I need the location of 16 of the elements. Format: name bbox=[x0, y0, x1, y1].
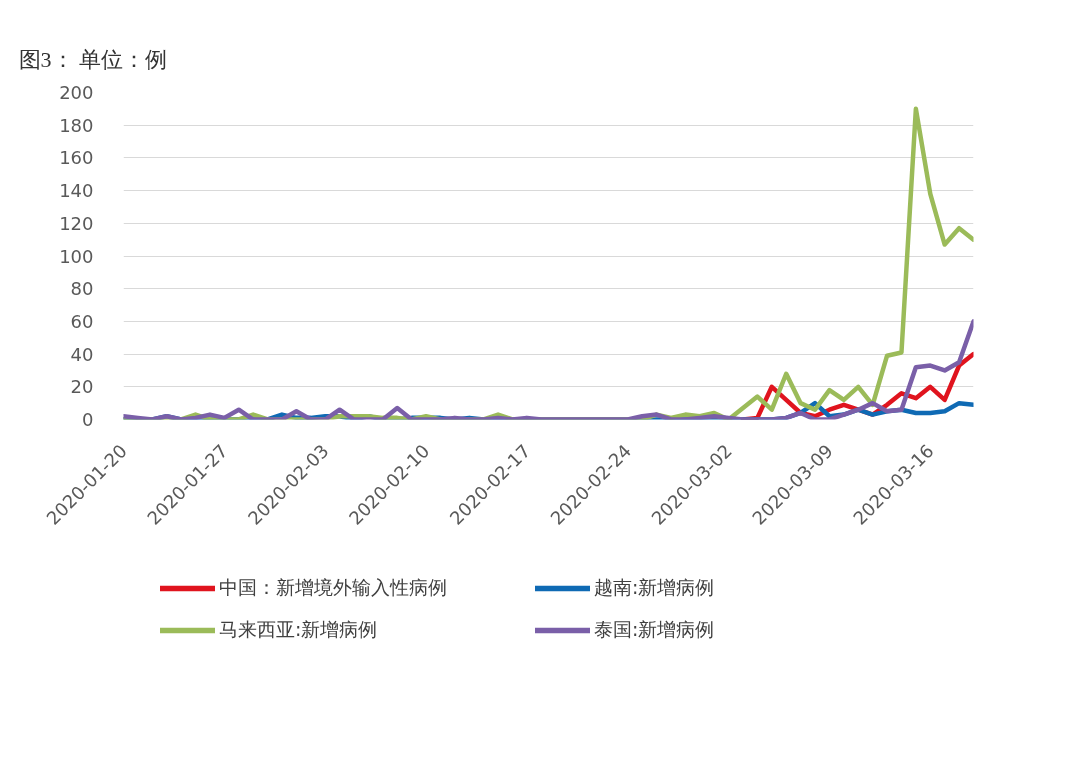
y-tick-label: 120 bbox=[59, 212, 94, 234]
y-tick-label: 40 bbox=[70, 343, 94, 365]
y-tick-label: 160 bbox=[59, 147, 94, 169]
legend-label: 中国：新增境外输入性病例 bbox=[219, 575, 448, 600]
y-tick-label: 0 bbox=[82, 409, 94, 430]
legend-label: 马来西亚:新增病例 bbox=[219, 617, 379, 642]
legend-label: 越南:新增病例 bbox=[594, 575, 716, 600]
y-tick-label: 140 bbox=[59, 180, 94, 202]
y-tick-label: 200 bbox=[59, 82, 94, 103]
legend-label: 泰国:新增病例 bbox=[594, 617, 716, 642]
y-tick-label: 20 bbox=[70, 376, 94, 398]
chart-title: 图3： 单位：例 bbox=[18, 46, 167, 72]
y-tick-label: 180 bbox=[59, 114, 94, 136]
y-tick-label: 60 bbox=[70, 310, 94, 332]
y-tick-label: 80 bbox=[70, 278, 94, 300]
y-tick-label: 100 bbox=[59, 245, 94, 267]
